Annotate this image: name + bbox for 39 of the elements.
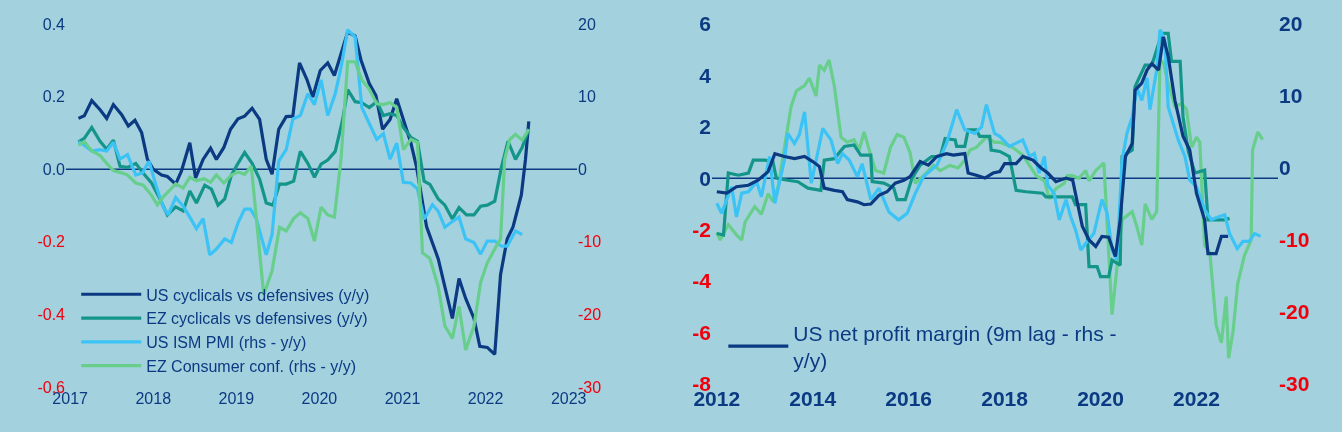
legend-label: EZ cyclicals vs defensives (y/y): [146, 310, 368, 328]
x-tick-label: 2016: [885, 387, 933, 410]
legend-label: US cyclicals vs defensives (y/y): [146, 286, 370, 304]
y-tick-label: 4: [699, 63, 712, 87]
legend-label: US net profit margin (9m lag - rhs - y/y): [793, 321, 1117, 373]
y-tick-label: -2: [692, 218, 711, 242]
x-tick-label: 2018: [135, 390, 172, 407]
y-tick-label: 0.4: [42, 15, 66, 33]
y2-tick-label: -20: [1279, 300, 1310, 324]
y2-tick-label: -10: [578, 233, 602, 251]
y2-tick-label: 10: [1279, 84, 1303, 108]
y2-tick-label: 0: [1279, 156, 1291, 180]
legend-label: EZ Consumer conf. (rhs - y/y): [146, 357, 357, 375]
y2-tick-label: -20: [578, 306, 602, 323]
y2-tick-label: 20: [1279, 12, 1303, 36]
y-tick-label: -6: [692, 320, 711, 344]
y2-tick-label: 20: [578, 15, 596, 33]
x-tick-label: 2020: [301, 390, 338, 407]
x-tick-label: 2020: [1077, 387, 1124, 410]
y2-tick-label: -30: [1279, 372, 1310, 396]
y-tick-label: 0.0: [42, 160, 66, 178]
y2-tick-label: 0: [578, 160, 587, 178]
y-tick-label: 0: [699, 166, 711, 190]
legend-label: US ISM PMI (rhs - y/y): [146, 334, 307, 352]
x-tick-label: 2022: [467, 390, 504, 407]
x-tick-label: 2019: [218, 390, 255, 407]
x-tick-label: 2021: [384, 390, 421, 407]
x-tick-label: 2018: [981, 387, 1029, 410]
y-tick-label: -0.2: [37, 233, 66, 251]
y2-tick-label: 10: [578, 88, 596, 106]
line-series: [76, 28, 524, 257]
x-tick-label: 2022: [1173, 387, 1220, 410]
y2-tick-label: -10: [1279, 228, 1310, 252]
y-tick-label: -0.4: [37, 306, 66, 323]
y-tick-label: -4: [692, 269, 712, 293]
y-tick-label: 0.2: [42, 88, 66, 106]
y-tick-label: 2: [699, 115, 711, 139]
y-tick-label: 6: [699, 12, 711, 36]
x-tick-label: 2014: [789, 387, 837, 410]
